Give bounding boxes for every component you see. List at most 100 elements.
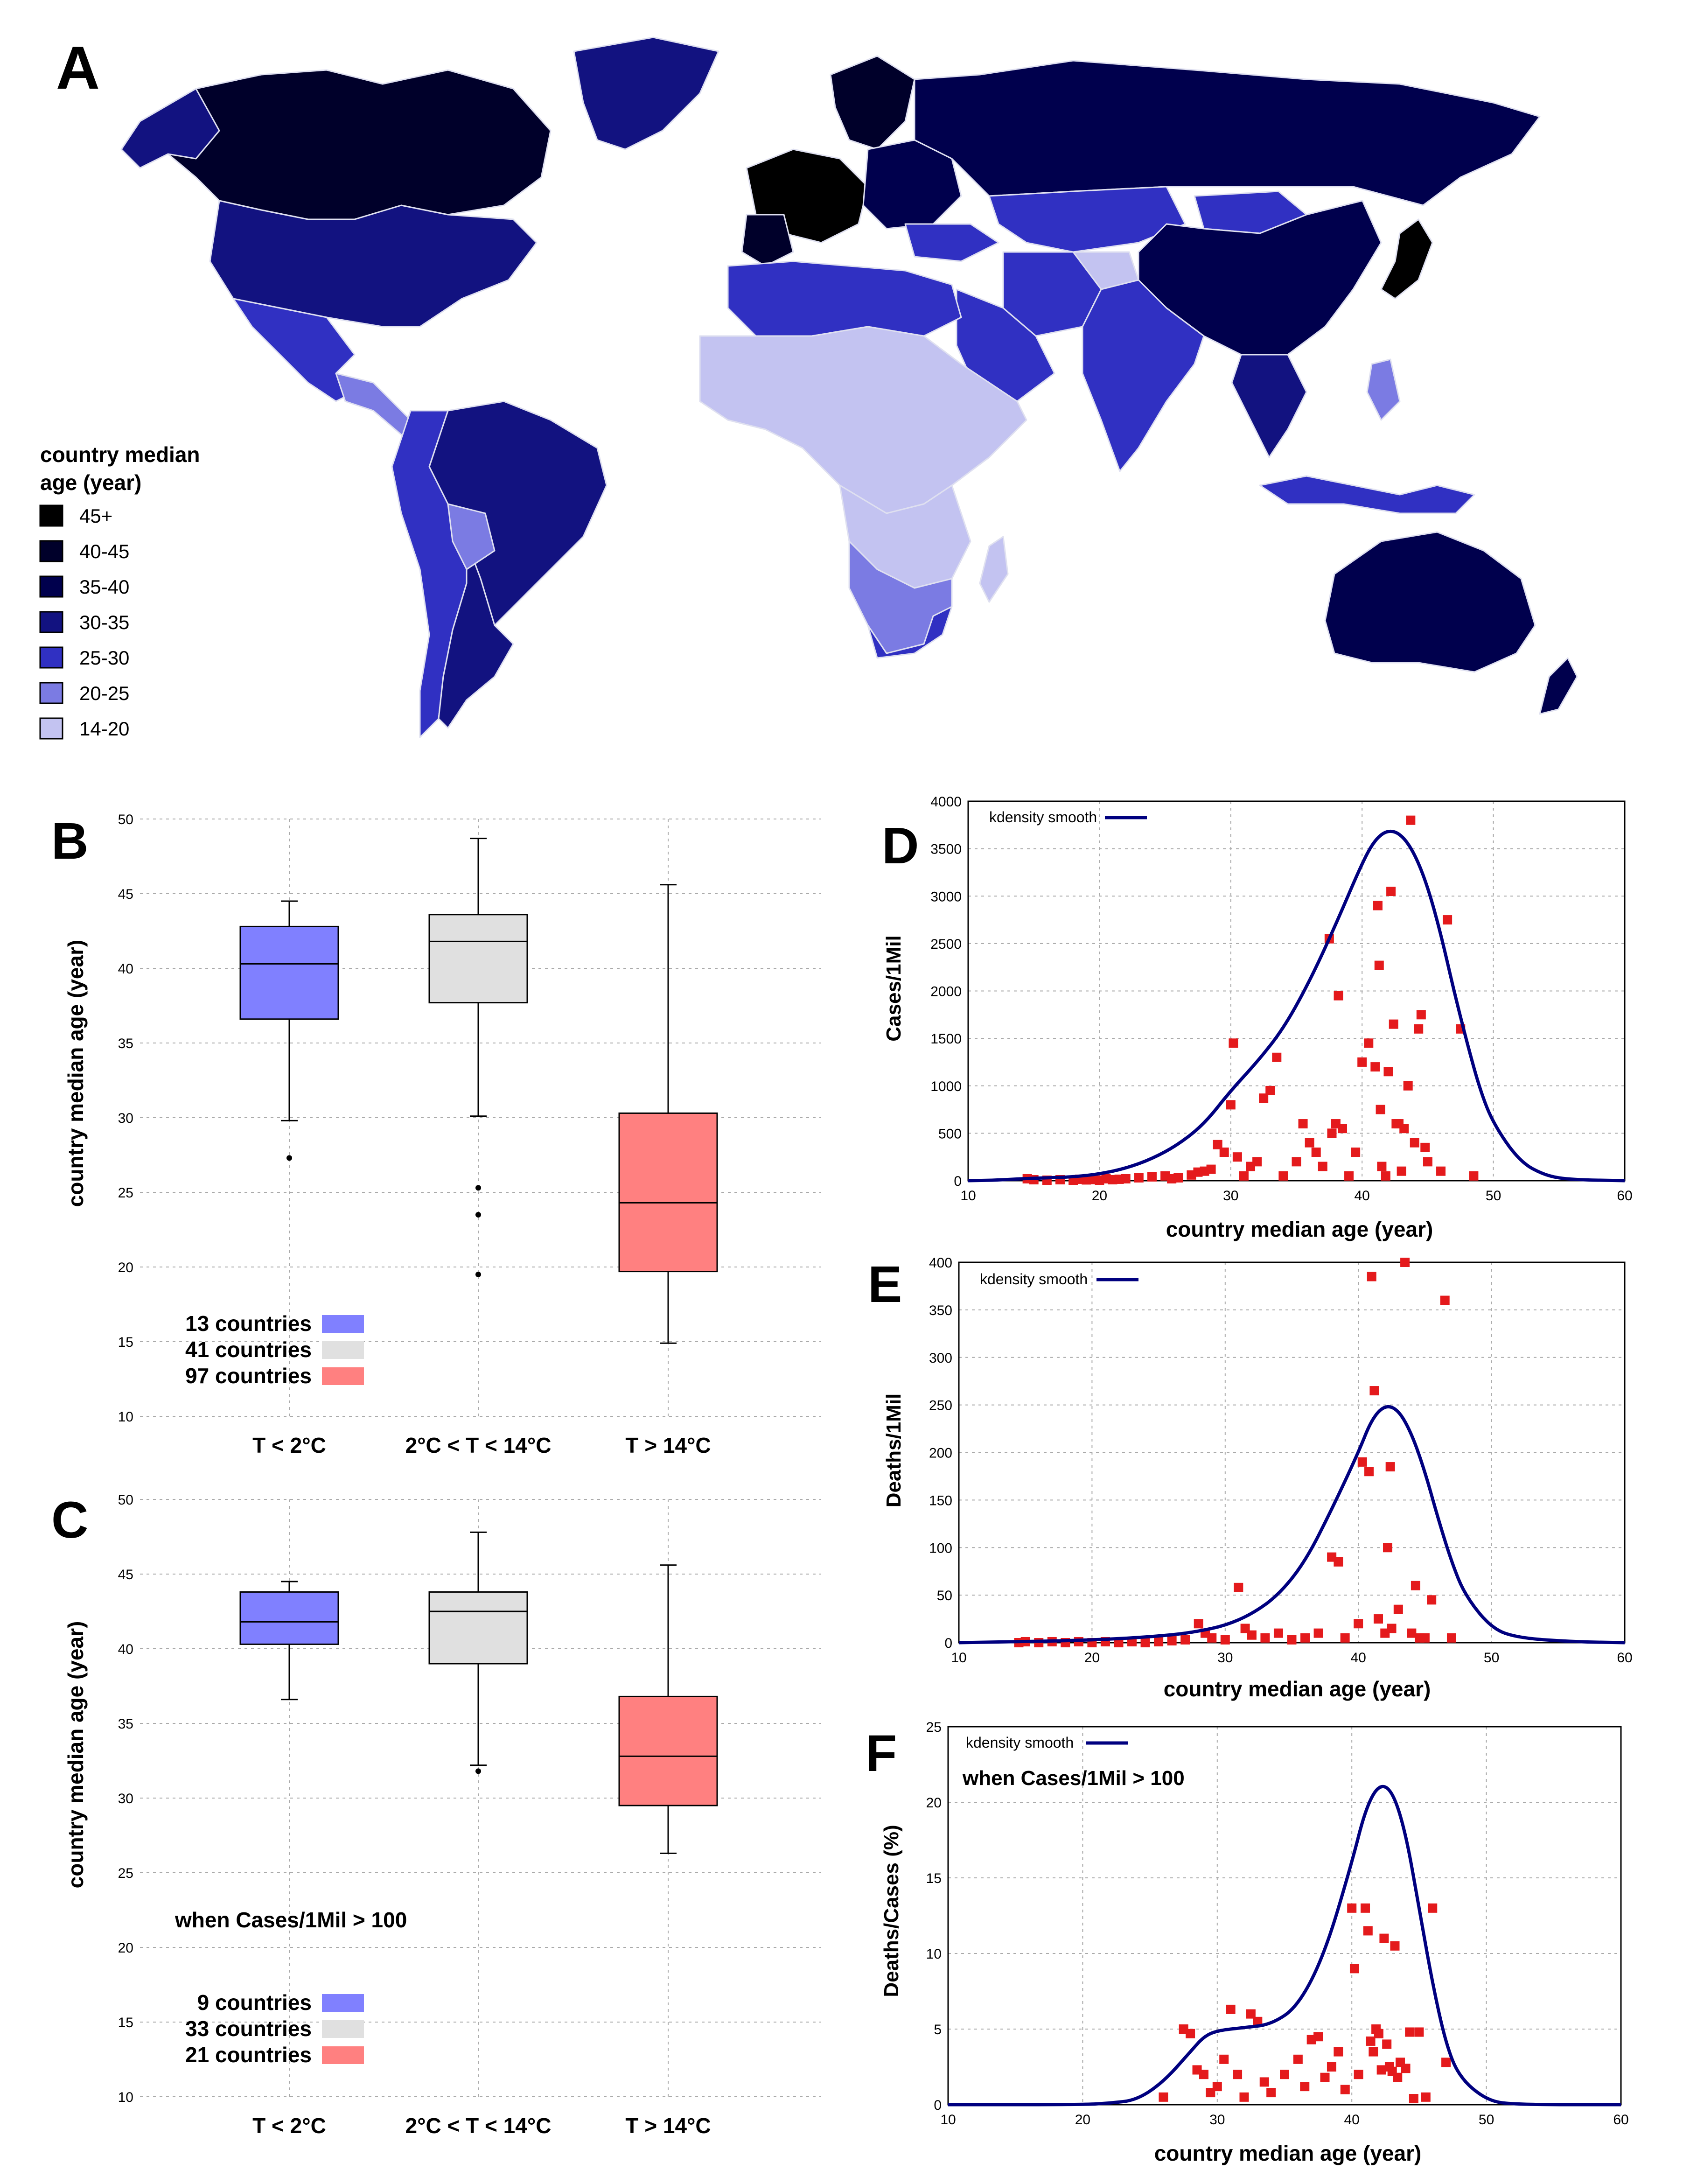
scatter-point xyxy=(1253,2016,1263,2026)
map-legend-swatch xyxy=(39,504,63,527)
scatter-point xyxy=(1405,2027,1415,2037)
y-tick-label: 50 xyxy=(937,1588,952,1603)
panel-b-legend-1: 13 countries xyxy=(185,1311,312,1336)
scatter-point xyxy=(1194,1619,1203,1629)
scatter-point xyxy=(1399,1124,1409,1134)
map-legend-label: 25-30 xyxy=(79,647,129,669)
x-category-label: 2°C < T < 14°C xyxy=(405,1433,552,1457)
map-legend-swatch xyxy=(39,646,63,669)
panel-e-xlabel: country median age (year) xyxy=(1164,1677,1431,1701)
scatter-point xyxy=(1213,1140,1222,1149)
scatter-point xyxy=(1369,1386,1379,1396)
panel-f-xlabel: country median age (year) xyxy=(1154,2141,1422,2165)
x-category-label: T < 2°C xyxy=(252,1433,326,1457)
scatter-point xyxy=(1357,1057,1367,1067)
map-region-southeast-asia xyxy=(1231,354,1307,458)
map-legend-label: 45+ xyxy=(79,505,112,527)
y-tick-label: 2000 xyxy=(930,984,962,1000)
x-tick-label: 20 xyxy=(1075,2112,1090,2128)
map-legend-title-1: country median xyxy=(40,442,200,467)
scatter-point xyxy=(1226,1100,1236,1110)
scatter-point xyxy=(1386,887,1396,896)
scatter-point xyxy=(1340,2085,1350,2094)
scatter-point xyxy=(1385,1462,1395,1472)
x-tick-label: 10 xyxy=(960,1188,976,1204)
y-tick-label: 10 xyxy=(926,1946,942,1962)
panel-c-legend-2: 33 countries xyxy=(185,2016,312,2041)
scatter-point xyxy=(1441,2058,1451,2067)
panel-c-legend-3: 21 countries xyxy=(185,2043,312,2067)
x-tick-label: 40 xyxy=(1351,1650,1366,1666)
x-tick-label: 60 xyxy=(1613,2112,1628,2128)
scatter-point xyxy=(1407,1628,1417,1638)
panel-d-xlabel: country median age (year) xyxy=(1166,1217,1433,1241)
scatter-point xyxy=(1134,1173,1144,1183)
x-tick-label: 30 xyxy=(1217,1650,1233,1666)
scatter-point xyxy=(1252,1157,1262,1167)
map-region-russia xyxy=(914,60,1541,206)
panel-f-plot: 0 5 10 15 20 25 10 20 30 40 50 60 xyxy=(926,1720,1629,2128)
scatter-point xyxy=(1199,2070,1208,2079)
scatter-point xyxy=(1351,1148,1361,1157)
scatter-point xyxy=(1320,2072,1330,2082)
scatter-point xyxy=(1278,1171,1288,1181)
scatter-point xyxy=(1420,1142,1430,1152)
panel-f: F Deaths/Cases (%) country median age (y… xyxy=(866,1720,1629,2165)
y-tick-label: 0 xyxy=(954,1174,962,1189)
scatter-point xyxy=(1300,1633,1310,1643)
scatter-point xyxy=(1369,2047,1378,2057)
kdensity-curve xyxy=(958,1405,1625,1645)
plot-frame xyxy=(967,800,1626,1182)
scatter-point xyxy=(1363,1926,1373,1936)
scatter-point xyxy=(1379,1933,1389,1943)
map-region-arabia xyxy=(956,288,1055,402)
y-tick-label: 20 xyxy=(118,1940,133,1956)
y-tick-label: 150 xyxy=(929,1493,952,1508)
panel-c-ylabel: country median age (year) xyxy=(63,1621,88,1889)
y-tick-label: 5 xyxy=(934,2022,942,2037)
scatter-point xyxy=(1357,1457,1367,1467)
y-tick-label: 1500 xyxy=(930,1031,962,1047)
scatter-point xyxy=(1387,1624,1397,1633)
scatter-point xyxy=(1311,1148,1321,1157)
x-tick-label: 40 xyxy=(1344,2112,1360,2128)
scatter-point xyxy=(1374,1614,1383,1624)
scatter-point xyxy=(1354,1619,1363,1629)
scatter-point xyxy=(1313,2032,1323,2042)
y-tick-label: 35 xyxy=(118,1716,133,1732)
scatter-point xyxy=(1383,1067,1393,1077)
scatter-point xyxy=(1347,1903,1357,1913)
scatter-point xyxy=(1273,1628,1283,1638)
panel-f-label: F xyxy=(866,1725,897,1782)
map-region-kazakhstan xyxy=(988,186,1186,253)
scatter-point xyxy=(1401,2064,1411,2073)
scatter-point xyxy=(1232,1152,1242,1162)
panel-b-plot: 10 15 20 25 30 35 40 45 50 T < 2°C 2°C < T < 14°C T… xyxy=(118,812,821,1457)
panel-f-note: when Cases/1Mil > 100 xyxy=(962,1767,1185,1790)
x-tick-label: 30 xyxy=(1223,1188,1238,1204)
scatter-point xyxy=(1354,2070,1363,2079)
x-tick-label: 20 xyxy=(1092,1188,1107,1204)
map-legend-label: 35-40 xyxy=(79,576,129,598)
scatter-point xyxy=(1266,2088,1276,2098)
box-rect xyxy=(428,1591,528,1665)
panel-e: E Deaths/1Mil country median age (year) … xyxy=(868,1255,1633,1701)
panel-c-label: C xyxy=(51,1491,88,1549)
map-region-south-africa xyxy=(867,606,953,659)
x-category-label: T < 2°C xyxy=(252,2114,326,2138)
panel-f-legend-label: kdensity smooth xyxy=(966,1734,1074,1751)
y-tick-label: 45 xyxy=(118,1567,133,1582)
y-tick-label: 20 xyxy=(926,1795,942,1811)
map-legend-label: 14-20 xyxy=(79,718,129,740)
box-outlier xyxy=(475,1212,481,1218)
panel-c-legend-swatch-3 xyxy=(322,2046,364,2064)
scatter-point xyxy=(1293,2054,1303,2064)
y-tick-label: 350 xyxy=(929,1303,952,1318)
x-tick-label: 60 xyxy=(1617,1650,1632,1666)
scatter-point xyxy=(1239,2092,1249,2102)
panel-b-label: B xyxy=(51,812,88,870)
scatter-point xyxy=(1383,1543,1392,1553)
kdensity-curve xyxy=(948,1785,1621,2107)
map-legend: country median age (year) 45+ 40-45 35-40 3… xyxy=(39,442,200,740)
